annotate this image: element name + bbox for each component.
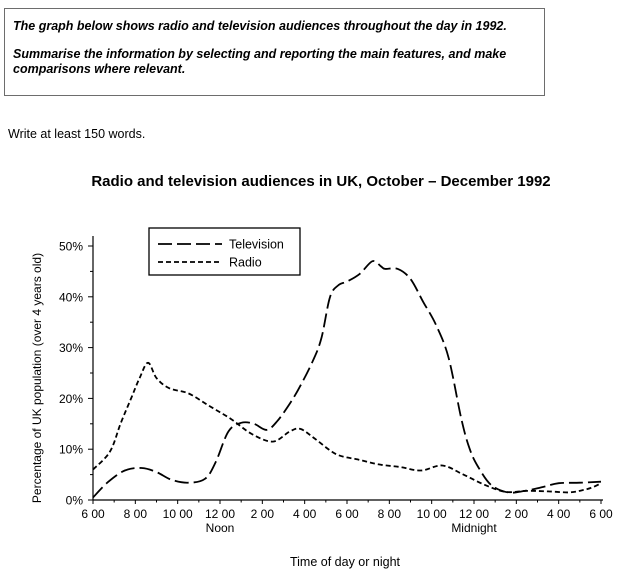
task-description: The graph below shows radio and televisi… (13, 19, 507, 33)
x-tick-label: 8 00 (124, 507, 148, 521)
y-tick-label: 20% (59, 392, 83, 406)
x-tick-label: 4 00 (547, 507, 571, 521)
legend-box (148, 227, 301, 276)
legend-label-television: Television (229, 238, 284, 252)
x-axis-label: Time of day or night (290, 555, 401, 569)
task-prompt-box: The graph below shows radio and televisi… (4, 8, 545, 96)
y-tick-label: 10% (59, 443, 83, 457)
x-tick-label: 10 00 (417, 507, 447, 521)
series-line-television (92, 260, 602, 499)
x-tick-label: 12 00 (205, 507, 235, 521)
task-instructions: Summarise the information by selecting a… (13, 47, 507, 76)
word-count-instruction: Write at least 150 words. (8, 127, 146, 141)
x-annotation-label: Midnight (451, 521, 497, 535)
x-tick-label: 6 00 (335, 507, 359, 521)
y-tick-label: 0% (66, 494, 84, 508)
y-tick-label: 30% (59, 341, 83, 355)
x-tick-label: 4 00 (293, 507, 317, 521)
x-annotation-label: Noon (206, 521, 235, 535)
x-tick-label: 2 00 (505, 507, 529, 521)
series-line-radio (92, 361, 602, 494)
axes: 0% 10% 20% 30% 40% 50% 6 00 8 00 10 00 12 00 2 00 4… (59, 236, 613, 535)
x-tick-label: 10 00 (163, 507, 193, 521)
y-tick-label: 50% (59, 240, 83, 254)
chart-title: Radio and television audiences in UK, Oc… (91, 173, 550, 190)
series-lines (92, 260, 602, 499)
y-tick-label: 40% (59, 290, 83, 304)
x-tick-label: 12 00 (459, 507, 489, 521)
x-tick-label: 8 00 (378, 507, 402, 521)
legend: Television Radio (148, 227, 301, 276)
x-tick-label: 6 00 (81, 507, 105, 521)
x-tick-label: 2 00 (251, 507, 275, 521)
y-axis-label: Percentage of UK population (over 4 year… (30, 253, 44, 503)
line-chart: Radio and television audiences in UK, Oc… (30, 173, 613, 569)
legend-label-radio: Radio (229, 256, 262, 270)
x-tick-label: 6 00 (589, 507, 613, 521)
